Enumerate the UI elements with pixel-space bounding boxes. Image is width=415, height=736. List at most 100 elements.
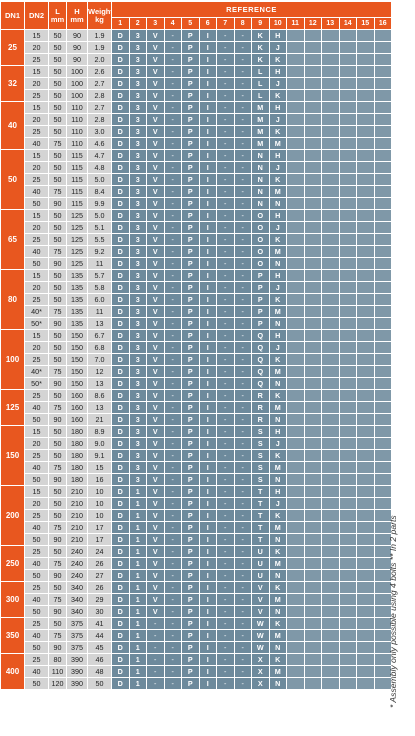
h-cell: 240 (66, 545, 88, 558)
reference-empty-cell (321, 29, 340, 42)
reference-char-cell: - (233, 317, 252, 330)
reference-empty-cell (373, 101, 393, 114)
reference-empty-cell (373, 545, 393, 558)
reference-empty-cell (303, 437, 322, 450)
reference-empty-cell (286, 77, 305, 90)
reference-empty-cell (338, 197, 357, 210)
h-header-unit: mm (70, 14, 84, 24)
reference-char-cell: I (198, 521, 217, 534)
reference-char-cell: - (216, 581, 235, 594)
reference-empty-cell (356, 413, 375, 426)
weight-cell: 5.8 (87, 281, 112, 294)
reference-char-cell: K (268, 653, 287, 666)
reference-empty-cell (321, 113, 340, 126)
reference-char-cell: D (111, 341, 130, 354)
reference-char-cell: - (163, 377, 182, 390)
reference-char-cell: - (216, 329, 235, 342)
reference-empty-cell (356, 521, 375, 534)
reference-char-cell: - (163, 257, 182, 270)
weight-cell: 2.7 (87, 77, 112, 90)
dn1-cell: 125 (0, 389, 25, 426)
reference-char-cell: N (268, 413, 287, 426)
dn1-cell: 300 (0, 581, 25, 618)
weight-cell: 45 (87, 641, 112, 654)
reference-empty-cell (286, 209, 305, 222)
reference-char-cell: - (216, 209, 235, 222)
reference-char-cell: 1 (128, 677, 147, 690)
reference-char-cell: V (146, 221, 165, 234)
reference-char-cell: I (198, 101, 217, 114)
reference-char-cell: - (216, 449, 235, 462)
weight-cell: 4.6 (87, 137, 112, 150)
reference-char-cell: H (268, 425, 287, 438)
reference-char-cell: - (163, 41, 182, 54)
reference-char-cell: - (233, 521, 252, 534)
reference-char-cell: V (146, 89, 165, 102)
reference-position-header: 16 (373, 17, 393, 30)
reference-char-cell: - (163, 545, 182, 558)
reference-char-cell: D (111, 245, 130, 258)
reference-char-cell: I (198, 377, 217, 390)
reference-char-cell: - (146, 653, 165, 666)
reference-char-cell: 1 (128, 629, 147, 642)
reference-char-cell: - (216, 473, 235, 486)
reference-char-cell: R (251, 389, 270, 402)
reference-empty-cell (356, 509, 375, 522)
reference-char-cell: - (163, 125, 182, 138)
reference-empty-cell (338, 257, 357, 270)
reference-empty-cell (373, 41, 393, 54)
reference-empty-cell (303, 53, 322, 66)
dn2-cell: 40* (24, 305, 49, 318)
reference-char-cell: T (251, 497, 270, 510)
h-cell: 210 (66, 497, 88, 510)
reference-empty-cell (356, 365, 375, 378)
reference-char-cell: I (198, 41, 217, 54)
reference-char-cell: D (111, 89, 130, 102)
reference-char-cell: H (268, 209, 287, 222)
reference-char-cell: - (163, 341, 182, 354)
reference-empty-cell (286, 341, 305, 354)
h-cell: 100 (66, 89, 88, 102)
reference-empty-cell (286, 125, 305, 138)
reference-char-cell: I (198, 125, 217, 138)
dn2-cell: 40 (24, 245, 49, 258)
reference-empty-cell (303, 665, 322, 678)
l-cell: 90 (48, 533, 67, 546)
reference-char-cell: I (198, 509, 217, 522)
reference-empty-cell (321, 65, 340, 78)
table-row: 40 75 125 9.2 D 3 V - P I - - O M (1, 245, 393, 258)
reference-char-cell: - (233, 449, 252, 462)
h-cell: 240 (66, 557, 88, 570)
reference-char-cell: J (268, 341, 287, 354)
reference-empty-cell (303, 581, 322, 594)
reference-char-cell: M (268, 665, 287, 678)
reference-char-cell: V (146, 377, 165, 390)
reference-char-cell: D (111, 545, 130, 558)
reference-char-cell: - (233, 173, 252, 186)
reference-empty-cell (373, 89, 393, 102)
reference-empty-cell (303, 29, 322, 42)
reference-char-cell: V (146, 41, 165, 54)
h-header-label: H (74, 6, 80, 16)
reference-char-cell: D (111, 617, 130, 630)
l-header-unit: mm (50, 14, 65, 24)
reference-empty-cell (286, 281, 305, 294)
reference-char-cell: M (268, 365, 287, 378)
reference-empty-cell (321, 305, 340, 318)
reference-empty-cell (373, 137, 393, 150)
reference-empty-cell (356, 77, 375, 90)
reference-char-cell: P (181, 65, 200, 78)
reference-empty-cell (321, 533, 340, 546)
reference-char-cell: K (268, 233, 287, 246)
reference-char-cell: - (163, 77, 182, 90)
reference-char-cell: 1 (128, 533, 147, 546)
h-cell: 110 (66, 101, 88, 114)
l-header-label: L (55, 6, 60, 16)
l-cell: 50 (48, 89, 67, 102)
reference-char-cell: D (111, 221, 130, 234)
weight-cell: 8.6 (87, 389, 112, 402)
table-row: 40 75 210 17 D 1 V - P I - - T M (1, 521, 393, 534)
reference-header: REFERENCE (110, 1, 393, 18)
reference-char-cell: I (198, 437, 217, 450)
